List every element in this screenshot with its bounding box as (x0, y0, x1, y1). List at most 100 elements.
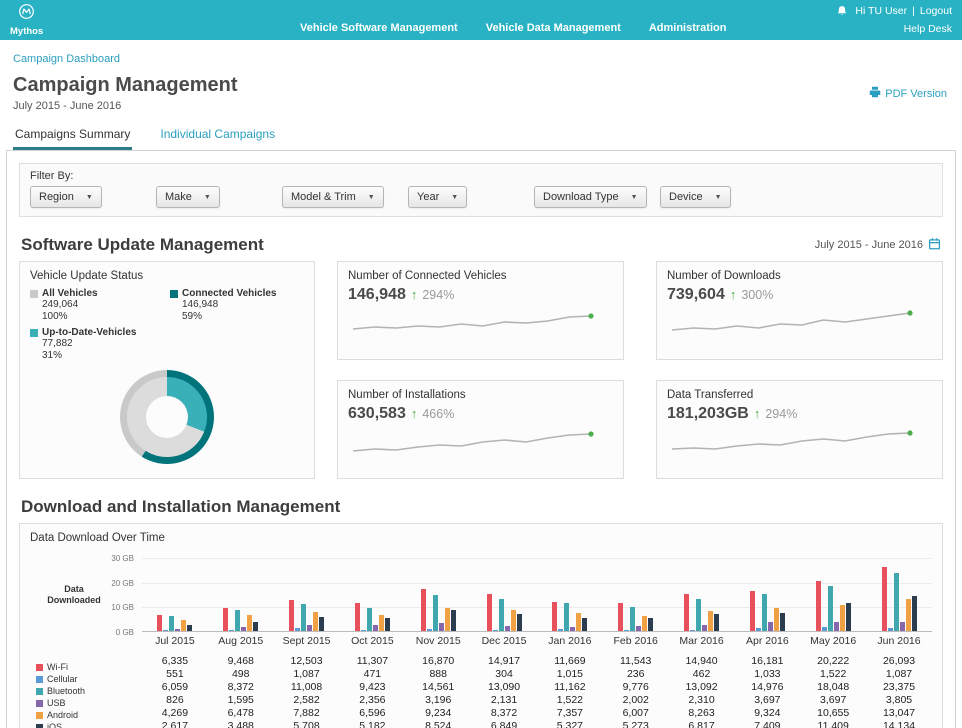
bar-group-sept-2015 (274, 558, 340, 631)
filter-dropdown-download-type[interactable]: Download Type▼ (534, 186, 647, 208)
tab-campaigns-summary[interactable]: Campaigns Summary (13, 122, 132, 150)
filter-dropdown-device[interactable]: Device▼ (660, 186, 731, 208)
section-title-software-update: Software Update Management (21, 235, 264, 255)
pdf-version-link[interactable]: PDF Version (869, 86, 947, 101)
cell-usb-jan-2016: 1,522 (537, 694, 603, 707)
cell-usb-mar-2016: 2,310 (669, 694, 735, 707)
filter-dropdown-make[interactable]: Make▼ (156, 186, 220, 208)
bar-usb-apr-2016 (768, 622, 773, 631)
kpi-title: Number of Downloads (667, 270, 932, 282)
bar-wi-fi-sept-2015 (289, 600, 294, 631)
cell-android-nov-2015: 9,234 (405, 707, 471, 720)
chart-y-axis: Data Downloaded 0 GB10 GB20 GB30 GB (30, 558, 142, 632)
bar-android-mar-2016 (708, 611, 713, 631)
filter-dropdown-year[interactable]: Year▼ (408, 186, 467, 208)
bar-usb-jan-2016 (570, 627, 575, 631)
cell-ios-apr-2016: 7,409 (734, 720, 800, 728)
sparkline (348, 427, 596, 459)
cell-wi-fi-oct-2015: 11,307 (339, 655, 405, 668)
bar-bluetooth-sept-2015 (301, 604, 306, 631)
bar-ios-jun-2016 (912, 596, 917, 631)
breadcrumb-link[interactable]: Campaign Dashboard (13, 53, 120, 65)
nav-item-vehicle-software-management[interactable]: Vehicle Software Management (300, 22, 458, 34)
tab-panel: Filter By: Region▼Make▼Model & Trim▼Year… (6, 150, 956, 728)
bar-ios-feb-2016 (648, 618, 653, 631)
bell-icon[interactable] (836, 5, 848, 17)
legend-item-bluetooth: Bluetooth (36, 685, 85, 697)
bar-usb-dec-2015 (505, 626, 510, 631)
help-desk-link[interactable]: Help Desk (904, 23, 952, 35)
bar-wi-fi-jan-2016 (552, 602, 557, 631)
cell-bluetooth-apr-2016: 14,976 (734, 681, 800, 694)
bar-ios-oct-2015 (385, 618, 390, 631)
cell-android-jun-2016: 13,047 (866, 707, 932, 720)
month-label-jan-2016: Jan 2016 (537, 635, 603, 647)
cell-bluetooth-nov-2015: 14,561 (405, 681, 471, 694)
bar-usb-aug-2015 (241, 627, 246, 631)
nav-item-vehicle-data-management[interactable]: Vehicle Data Management (486, 22, 621, 34)
logout-link[interactable]: Logout (920, 5, 952, 17)
bar-cellular-jul-2015 (163, 630, 168, 631)
bar-bluetooth-may-2016 (828, 586, 833, 631)
bar-group-jun-2016 (866, 558, 932, 631)
brand-logo[interactable]: Mythos (10, 3, 43, 37)
kpi-value-row: 181,203GB↑294% (667, 405, 932, 423)
kpi-title: Data Transferred (667, 389, 932, 401)
cell-ios-jun-2016: 14,134 (866, 720, 932, 728)
filter-dropdown-label-make: Make (165, 191, 192, 203)
user-menu: Hi TU User | Logout (836, 5, 952, 17)
bar-group-feb-2016 (603, 558, 669, 631)
kpi-value: 739,604 (667, 286, 725, 304)
filter-dropdown-region[interactable]: Region▼ (30, 186, 102, 208)
status-legend-pct: 100% (30, 311, 164, 323)
cell-android-mar-2016: 8,263 (669, 707, 735, 720)
axis-spacer (30, 635, 142, 647)
cell-usb-oct-2015: 2,356 (339, 694, 405, 707)
bar-cellular-jun-2016 (888, 628, 893, 631)
nav-item-administration[interactable]: Administration (649, 22, 727, 34)
month-label-apr-2016: Apr 2016 (734, 635, 800, 647)
bar-ios-may-2016 (846, 603, 851, 631)
status-legend-value: 249,064 (30, 299, 164, 311)
bar-ios-aug-2015 (253, 622, 258, 631)
bar-android-jun-2016 (906, 599, 911, 631)
table-row-wi-fi: 6,3359,46812,50311,30716,87014,91711,669… (30, 655, 932, 668)
up-arrow-icon: ↑ (730, 287, 737, 302)
date-range-picker[interactable]: July 2015 - June 2016 (815, 237, 941, 253)
bar-bluetooth-aug-2015 (235, 610, 240, 631)
bar-group-dec-2015 (471, 558, 537, 631)
bar-android-apr-2016 (774, 608, 779, 631)
cell-ios-feb-2016: 5,273 (603, 720, 669, 728)
bar-wi-fi-oct-2015 (355, 603, 360, 631)
bar-wi-fi-mar-2016 (684, 594, 689, 631)
table-row-cellular: 5514981,0874718883041,0152364621,0331,52… (30, 668, 932, 681)
filter-dropdown-label-year: Year (417, 191, 439, 203)
kpi-sparkline-wrap (667, 308, 932, 345)
bar-usb-oct-2015 (373, 625, 378, 631)
status-legend-head: Up-to-Date-Vehicles (30, 327, 164, 338)
cell-android-jul-2015: 4,269 (142, 707, 208, 720)
y-tick-10-gb: 10 GB (111, 603, 134, 612)
legend-chip-ios (36, 724, 43, 728)
month-label-may-2016: May 2016 (800, 635, 866, 647)
cell-bluetooth-dec-2015: 13,090 (471, 681, 537, 694)
tab-individual-campaigns[interactable]: Individual Campaigns (158, 122, 277, 150)
cell-android-dec-2015: 8,372 (471, 707, 537, 720)
legend-label-ios: iOS (47, 721, 62, 728)
filter-dropdown-model-trim[interactable]: Model & Trim▼ (282, 186, 384, 208)
cell-usb-feb-2016: 2,002 (603, 694, 669, 707)
cell-bluetooth-feb-2016: 9,776 (603, 681, 669, 694)
kpi-delta: 300% (741, 288, 773, 302)
cell-cellular-jan-2016: 1,015 (537, 668, 603, 681)
bar-ios-mar-2016 (714, 614, 719, 631)
cell-cellular-dec-2015: 304 (471, 668, 537, 681)
cell-wi-fi-feb-2016: 11,543 (603, 655, 669, 668)
cell-android-may-2016: 10,655 (800, 707, 866, 720)
month-label-aug-2015: Aug 2015 (208, 635, 274, 647)
cell-cellular-jun-2016: 1,087 (866, 668, 932, 681)
table-row-usb: 8261,5952,5822,3563,1962,1311,5222,0022,… (30, 694, 932, 707)
status-legend-head: Connected Vehicles (170, 288, 304, 299)
cell-wi-fi-mar-2016: 14,940 (669, 655, 735, 668)
bar-bluetooth-oct-2015 (367, 608, 372, 631)
cell-wi-fi-jul-2015: 6,335 (142, 655, 208, 668)
